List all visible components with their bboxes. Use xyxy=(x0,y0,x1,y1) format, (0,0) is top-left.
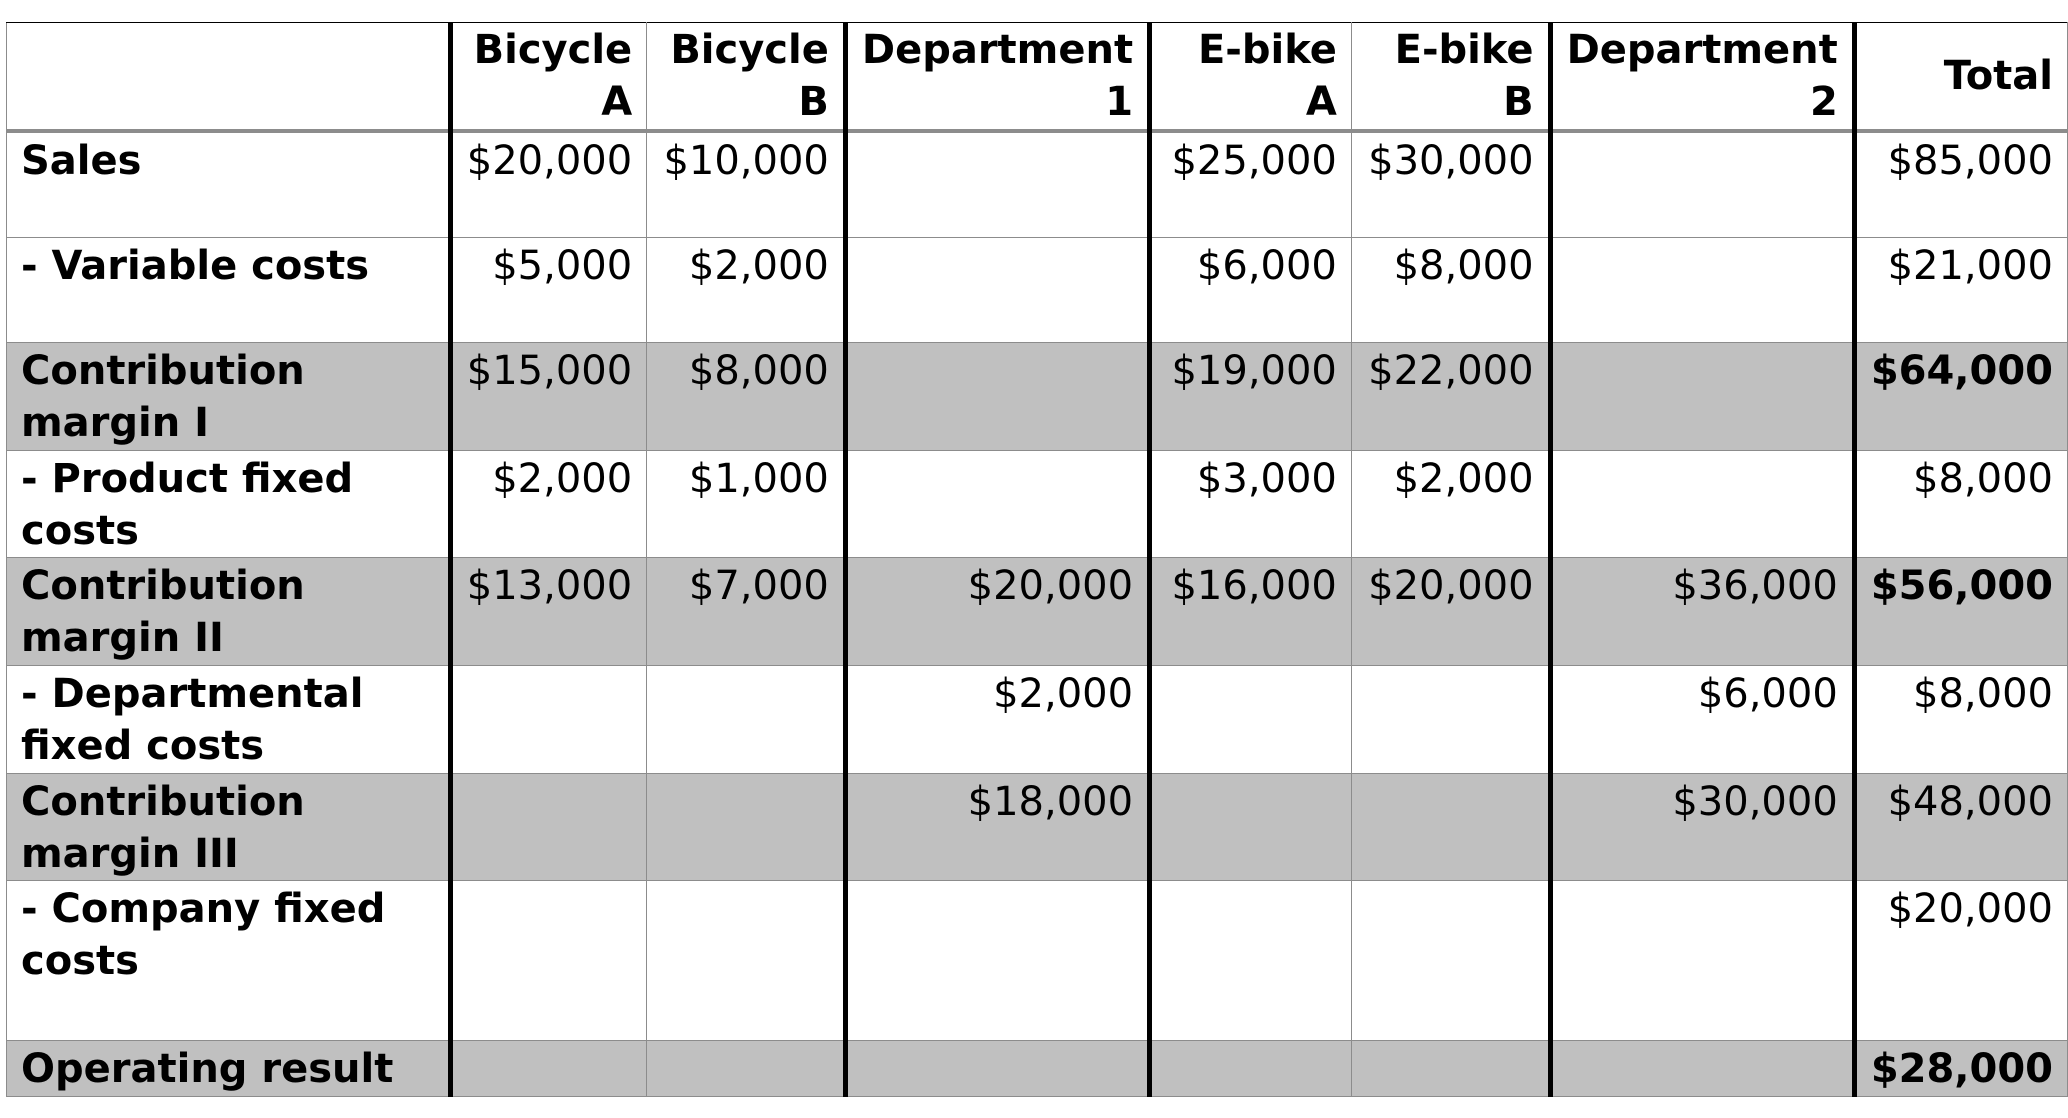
value-cell xyxy=(646,1040,846,1097)
value-cell xyxy=(1547,880,1855,1041)
value-cell: $19,000 xyxy=(1147,342,1352,451)
value-cell: $2,000 xyxy=(842,665,1151,774)
value-cell xyxy=(1547,450,1855,558)
value-cell xyxy=(1350,1040,1551,1097)
table-row-departmental-fixed-costs: - Departmental fixed costs $2,000 $6,000… xyxy=(6,665,2068,774)
value-cell: $36,000 xyxy=(1547,557,1855,666)
value-cell: $15,000 xyxy=(447,342,648,451)
value-cell xyxy=(1147,1040,1352,1097)
row-label: Sales xyxy=(6,130,451,238)
header-total: Total xyxy=(1851,22,2068,133)
value-cell xyxy=(1547,237,1855,343)
table-row-contribution-margin-3: Contribution margin III $18,000 $30,000 … xyxy=(6,773,2068,881)
value-cell xyxy=(1350,880,1551,1041)
value-cell xyxy=(1147,880,1352,1041)
value-cell: $22,000 xyxy=(1350,342,1551,451)
row-label: Contribution margin I xyxy=(6,342,451,451)
table-row-contribution-margin-2: Contribution margin II $13,000 $7,000 $2… xyxy=(6,557,2068,666)
row-label: - Product fixed costs xyxy=(6,450,451,558)
value-cell: $8,000 xyxy=(1851,450,2068,558)
header-bicycle-b: Bicycle B xyxy=(646,22,846,133)
value-cell: $10,000 xyxy=(646,130,846,238)
table-row-sales: Sales $20,000 $10,000 $25,000 $30,000 $8… xyxy=(6,130,2068,238)
header-ebike-b: E-bike B xyxy=(1350,22,1551,133)
value-cell: $20,000 xyxy=(447,130,648,238)
value-cell: $25,000 xyxy=(1147,130,1352,238)
value-cell: $30,000 xyxy=(1547,773,1855,881)
value-cell xyxy=(842,450,1151,558)
value-cell xyxy=(646,773,846,881)
value-cell xyxy=(1547,342,1855,451)
value-cell xyxy=(1350,665,1551,774)
value-cell: $2,000 xyxy=(1350,450,1551,558)
value-cell: $30,000 xyxy=(1350,130,1551,238)
value-cell: $8,000 xyxy=(1851,665,2068,774)
value-cell xyxy=(1547,1040,1855,1097)
value-cell xyxy=(1547,130,1855,238)
value-cell xyxy=(842,1040,1151,1097)
value-cell: $20,000 xyxy=(842,557,1151,666)
row-label: Contribution margin II xyxy=(6,557,451,666)
value-cell: $21,000 xyxy=(1851,237,2068,343)
total-cell: $64,000 xyxy=(1851,342,2068,451)
header-department-2: Department 2 xyxy=(1547,22,1855,133)
row-label: - Departmental fixed costs xyxy=(6,665,451,774)
value-cell: $2,000 xyxy=(646,237,846,343)
value-cell xyxy=(447,665,648,774)
value-cell xyxy=(1147,665,1352,774)
row-label: - Variable costs xyxy=(6,237,451,343)
table-row-product-fixed-costs: - Product fixed costs $2,000 $1,000 $3,0… xyxy=(6,450,2068,558)
total-cell: $56,000 xyxy=(1851,557,2068,666)
value-cell: $6,000 xyxy=(1547,665,1855,774)
table-row-operating-result: Operating result $28,000 xyxy=(6,1040,2068,1097)
header-department-1: Department 1 xyxy=(842,22,1151,133)
value-cell: $20,000 xyxy=(1851,880,2068,1041)
value-cell: $13,000 xyxy=(447,557,648,666)
row-label: Operating result xyxy=(6,1040,451,1097)
row-label: Contribution margin III xyxy=(6,773,451,881)
value-cell xyxy=(1147,773,1352,881)
value-cell: $7,000 xyxy=(646,557,846,666)
contribution-margin-table: Bicycle A Bicycle B Department 1 E-bike … xyxy=(6,22,2068,1097)
value-cell xyxy=(842,880,1151,1041)
value-cell: $8,000 xyxy=(646,342,846,451)
value-cell: $1,000 xyxy=(646,450,846,558)
row-label: - Company fixed costs xyxy=(6,880,451,1041)
value-cell: $2,000 xyxy=(447,450,648,558)
value-cell xyxy=(842,342,1151,451)
value-cell: $16,000 xyxy=(1147,557,1352,666)
table-row-contribution-margin-1: Contribution margin I $15,000 $8,000 $19… xyxy=(6,342,2068,451)
value-cell: $48,000 xyxy=(1851,773,2068,881)
value-cell xyxy=(646,665,846,774)
table-row-company-fixed-costs: - Company fixed costs $20,000 xyxy=(6,880,2068,1041)
value-cell xyxy=(447,1040,648,1097)
header-row: Bicycle A Bicycle B Department 1 E-bike … xyxy=(6,22,2068,133)
value-cell: $8,000 xyxy=(1350,237,1551,343)
header-bicycle-a: Bicycle A xyxy=(447,22,648,133)
value-cell: $3,000 xyxy=(1147,450,1352,558)
value-cell xyxy=(646,880,846,1041)
value-cell xyxy=(842,237,1151,343)
value-cell xyxy=(447,773,648,881)
value-cell: $85,000 xyxy=(1851,130,2068,238)
header-ebike-a: E-bike A xyxy=(1147,22,1352,133)
table-row-variable-costs: - Variable costs $5,000 $2,000 $6,000 $8… xyxy=(6,237,2068,343)
value-cell: $18,000 xyxy=(842,773,1151,881)
total-cell: $28,000 xyxy=(1851,1040,2068,1097)
value-cell xyxy=(842,130,1151,238)
value-cell xyxy=(447,880,648,1041)
value-cell: $5,000 xyxy=(447,237,648,343)
value-cell: $20,000 xyxy=(1350,557,1551,666)
header-label-cell xyxy=(6,22,451,133)
value-cell xyxy=(1350,773,1551,881)
value-cell: $6,000 xyxy=(1147,237,1352,343)
